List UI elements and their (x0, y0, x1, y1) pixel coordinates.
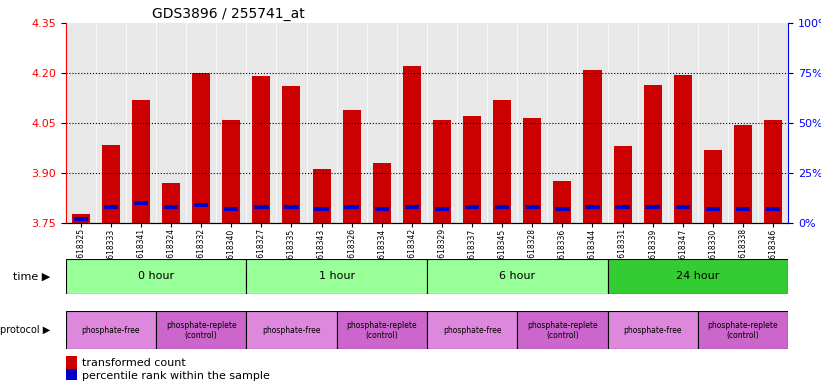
Bar (224, 207, 238, 211)
Bar (102, 144, 120, 223)
Bar (608, 259, 788, 294)
Text: percentile rank within the sample: percentile rank within the sample (81, 371, 269, 381)
Bar (156, 311, 246, 349)
Text: phosphate-free: phosphate-free (81, 326, 140, 335)
Text: phosphate-free: phosphate-free (262, 326, 321, 335)
Text: phosphate-free: phosphate-free (623, 326, 682, 335)
Bar (246, 311, 337, 349)
Bar (736, 207, 750, 211)
Bar (495, 205, 509, 209)
Text: 6 hour: 6 hour (499, 271, 535, 281)
Bar (132, 99, 150, 223)
Bar (493, 99, 511, 223)
Bar (645, 205, 660, 209)
Text: phosphate-free: phosphate-free (443, 326, 502, 335)
Bar (555, 207, 570, 211)
Bar (405, 205, 419, 209)
Bar (553, 181, 571, 223)
Bar (766, 207, 780, 211)
Bar (613, 146, 631, 223)
Bar (585, 205, 599, 209)
Bar (103, 205, 118, 209)
Bar (345, 205, 359, 209)
Bar (66, 259, 246, 294)
Bar (608, 311, 698, 349)
Bar (66, 356, 76, 369)
Bar (704, 149, 722, 223)
Bar (463, 116, 481, 223)
Bar (427, 259, 608, 294)
Bar (222, 119, 241, 223)
Bar (403, 66, 421, 223)
Bar (584, 70, 602, 223)
Bar (764, 119, 782, 223)
Bar (698, 311, 788, 349)
Bar (706, 207, 720, 211)
Text: GDS3896 / 255741_at: GDS3896 / 255741_at (153, 7, 305, 21)
Bar (74, 217, 88, 221)
Text: 0 hour: 0 hour (138, 271, 174, 281)
Bar (373, 163, 391, 223)
Bar (66, 369, 76, 383)
Bar (734, 124, 752, 223)
Bar (71, 214, 89, 223)
Text: 24 hour: 24 hour (677, 271, 719, 281)
Bar (284, 205, 299, 209)
Bar (465, 205, 479, 209)
Bar (517, 311, 608, 349)
Text: 1 hour: 1 hour (319, 271, 355, 281)
Bar (676, 205, 690, 209)
Bar (342, 109, 360, 223)
Bar (252, 76, 270, 223)
Text: phosphate-replete
(control): phosphate-replete (control) (346, 321, 417, 340)
Bar (337, 311, 427, 349)
Bar (66, 311, 156, 349)
Text: phosphate-replete
(control): phosphate-replete (control) (527, 321, 598, 340)
Bar (616, 205, 630, 209)
Bar (314, 207, 328, 211)
Text: growth protocol ▶: growth protocol ▶ (0, 325, 51, 335)
Bar (246, 259, 427, 294)
Bar (162, 183, 180, 223)
Bar (435, 207, 449, 211)
Text: transformed count: transformed count (81, 358, 186, 368)
Bar (374, 207, 389, 211)
Bar (134, 201, 148, 205)
Bar (523, 118, 541, 223)
Bar (282, 86, 300, 223)
Text: time ▶: time ▶ (13, 271, 51, 281)
Text: phosphate-replete
(control): phosphate-replete (control) (708, 321, 778, 340)
Bar (255, 205, 268, 209)
Bar (164, 205, 178, 209)
Bar (313, 169, 331, 223)
Bar (674, 74, 692, 223)
Bar (644, 84, 662, 223)
Bar (433, 119, 451, 223)
Bar (194, 203, 209, 207)
Text: phosphate-replete
(control): phosphate-replete (control) (166, 321, 236, 340)
Bar (427, 311, 517, 349)
Bar (525, 205, 539, 209)
Bar (192, 73, 210, 223)
